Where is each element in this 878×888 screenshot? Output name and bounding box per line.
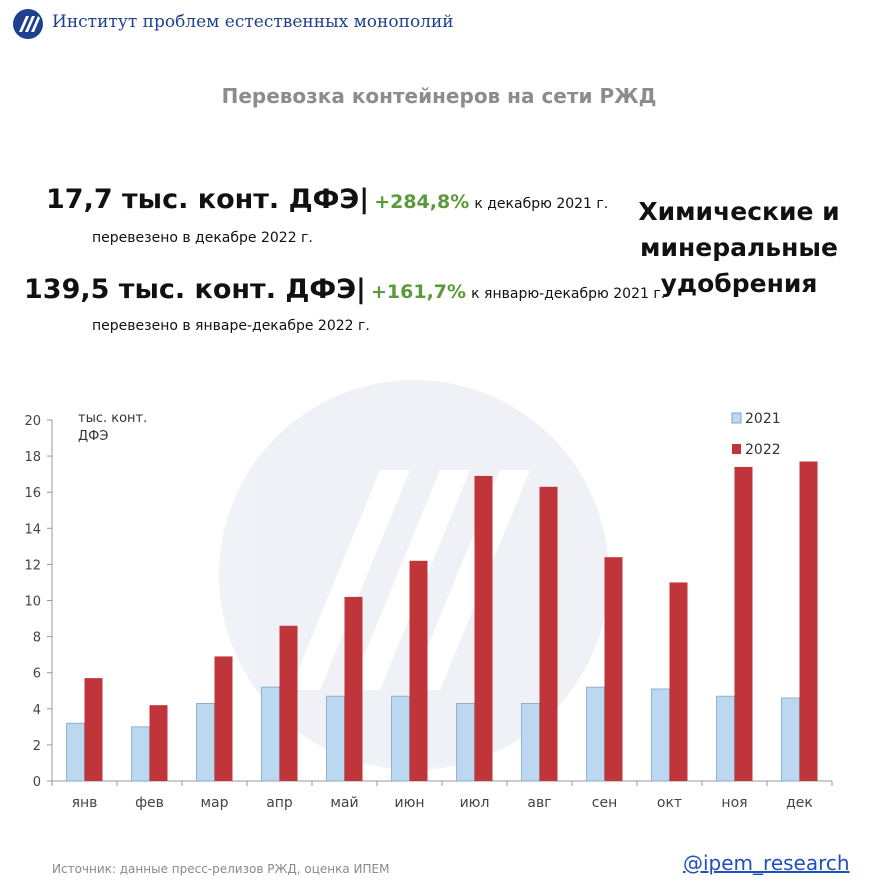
- bar-2021: [131, 726, 150, 782]
- y-tick-label: 18: [24, 450, 41, 465]
- y-tick-label: 14: [24, 522, 41, 537]
- year-caption: перевезено в январе-декабре 2022 г.: [92, 318, 370, 334]
- bar-2022: [539, 486, 558, 781]
- bar-2021: [651, 688, 670, 782]
- x-tick-label: сен: [592, 795, 617, 811]
- bar-2021: [391, 695, 410, 782]
- org-name: Институт проблем естественных монополий: [52, 12, 454, 32]
- cargo-category-line: Химические и: [638, 197, 840, 226]
- bar-2021: [66, 722, 85, 782]
- dec-stat-row: 17,7 тыс. конт. ДФЭ| +284,8% к декабрю 2…: [46, 184, 608, 215]
- y-tick-label: 6: [33, 667, 41, 682]
- year-divider: |: [356, 274, 366, 305]
- dec-comparison: к декабрю 2021 г.: [474, 196, 609, 212]
- page-title: Перевозка контейнеров на сети РЖД: [221, 84, 657, 108]
- bar-2022: [604, 557, 623, 781]
- bar-2021: [586, 686, 605, 782]
- y-tick-label: 20: [24, 414, 41, 429]
- bar-2022: [279, 625, 298, 781]
- y-tick-label: 16: [24, 486, 41, 501]
- y-tick-label: 2: [33, 739, 41, 754]
- dec-percent: +284,8%: [374, 191, 470, 213]
- x-tick-label: авг: [527, 795, 551, 811]
- cargo-category-line: минеральные: [640, 233, 838, 262]
- bar-2022: [799, 461, 818, 781]
- ipem-logo-icon: [13, 9, 43, 39]
- bar-2022: [344, 596, 363, 781]
- dec-caption: перевезено в декабре 2022 г.: [92, 230, 313, 246]
- y-tick-label: 12: [24, 558, 41, 573]
- bar-2022: [474, 475, 493, 781]
- bar-2021: [326, 695, 345, 782]
- bar-2021: [196, 702, 215, 782]
- x-tick-label: май: [330, 795, 358, 811]
- bar-2022: [734, 466, 753, 781]
- year-value: 139,5 тыс. конт. ДФЭ: [24, 274, 357, 305]
- cargo-category-line: удобрения: [660, 269, 818, 298]
- x-tick-label: окт: [657, 795, 682, 811]
- x-tick-label: июл: [460, 795, 490, 811]
- container-chart: 0 2 4 6 8 10 12 14 16 18 20 янв фев мар апр май июн июл ав…: [24, 380, 833, 811]
- x-tick-label: ноя: [721, 795, 747, 811]
- chart-legend: 2021 2022: [731, 411, 781, 458]
- bar-2021: [781, 697, 800, 782]
- dec-value: 17,7 тыс. конт. ДФЭ: [46, 184, 360, 215]
- bar-2021: [716, 695, 735, 782]
- y-tick-label: 4: [33, 703, 41, 718]
- x-tick-label: июн: [394, 795, 424, 811]
- bar-2022: [84, 678, 103, 781]
- y-tick-label: 0: [33, 775, 41, 790]
- legend-swatch-2022: [732, 444, 741, 454]
- x-tick-label: янв: [72, 795, 98, 811]
- legend-label-2021: 2021: [745, 411, 781, 427]
- year-percent: +161,7%: [370, 281, 467, 303]
- bar-2022: [214, 656, 233, 781]
- legend-swatch-2021: [731, 412, 742, 424]
- year-comparison: к январю-декабрю 2021 г.: [471, 286, 666, 302]
- bar-2022: [409, 560, 428, 781]
- x-tick-label: фев: [135, 795, 164, 811]
- cargo-category: Химические и минеральные удобрения: [614, 194, 864, 302]
- bar-2022: [149, 705, 168, 781]
- y-axis-label: тыс. конт. ДФЭ: [78, 411, 151, 444]
- bar-2021: [261, 686, 280, 782]
- bar-2022: [669, 582, 688, 781]
- x-tick-label: мар: [200, 795, 228, 811]
- legend-label-2022: 2022: [745, 442, 781, 458]
- source-note: Источник: данные пресс-релизов РЖД, оцен…: [52, 862, 390, 876]
- y-tick-label: 8: [33, 631, 41, 646]
- dec-divider: |: [359, 184, 370, 215]
- x-tick-label: дек: [786, 795, 813, 811]
- y-tick-label: 10: [24, 595, 41, 610]
- research-handle-link[interactable]: @ipem_research: [683, 851, 850, 875]
- bar-2021: [456, 702, 475, 782]
- year-stat-row: 139,5 тыс. конт. ДФЭ| +161,7% к январю-д…: [24, 274, 665, 305]
- x-tick-label: апр: [266, 795, 293, 811]
- bar-2021: [521, 702, 540, 782]
